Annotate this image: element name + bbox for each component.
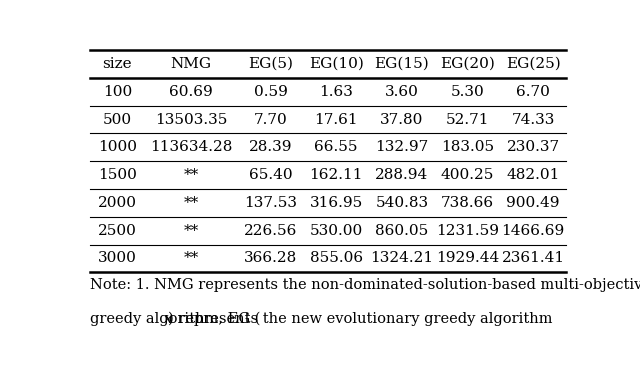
Text: **: ** — [184, 168, 199, 182]
Text: 738.66: 738.66 — [441, 196, 494, 210]
Text: 13503.35: 13503.35 — [155, 112, 227, 127]
Text: 0.59: 0.59 — [253, 85, 287, 99]
Text: 37.80: 37.80 — [380, 112, 424, 127]
Text: 1231.59: 1231.59 — [436, 223, 499, 238]
Text: 400.25: 400.25 — [441, 168, 494, 182]
Text: 900.49: 900.49 — [506, 196, 560, 210]
Text: 162.11: 162.11 — [310, 168, 363, 182]
Text: EG(20): EG(20) — [440, 57, 495, 71]
Text: x: x — [164, 312, 172, 326]
Text: 17.61: 17.61 — [314, 112, 358, 127]
Text: EG(25): EG(25) — [506, 57, 561, 71]
Text: 366.28: 366.28 — [244, 252, 297, 265]
Text: **: ** — [184, 196, 199, 210]
Text: **: ** — [184, 223, 199, 238]
Text: greedy algorithm, EG (: greedy algorithm, EG ( — [90, 312, 260, 326]
Text: 2361.41: 2361.41 — [502, 252, 565, 265]
Text: 1.63: 1.63 — [319, 85, 353, 99]
Text: ) represents the new evolutionary greedy algorithm: ) represents the new evolutionary greedy… — [168, 312, 552, 326]
Text: 500: 500 — [103, 112, 132, 127]
Text: 1500: 1500 — [98, 168, 137, 182]
Text: 5.30: 5.30 — [451, 85, 484, 99]
Text: 65.40: 65.40 — [249, 168, 292, 182]
Text: 137.53: 137.53 — [244, 196, 297, 210]
Text: 230.37: 230.37 — [507, 140, 560, 154]
Text: **: ** — [184, 252, 199, 265]
Text: 530.00: 530.00 — [310, 223, 363, 238]
Text: EG(5): EG(5) — [248, 57, 293, 71]
Text: 540.83: 540.83 — [375, 196, 428, 210]
Text: 3000: 3000 — [98, 252, 137, 265]
Text: 1324.21: 1324.21 — [371, 252, 433, 265]
Text: 74.33: 74.33 — [511, 112, 555, 127]
Text: 2500: 2500 — [98, 223, 137, 238]
Text: 183.05: 183.05 — [441, 140, 494, 154]
Text: 1466.69: 1466.69 — [502, 223, 565, 238]
Text: EG(15): EG(15) — [374, 57, 429, 71]
Text: 6.70: 6.70 — [516, 85, 550, 99]
Text: 60.69: 60.69 — [170, 85, 213, 99]
Text: 316.95: 316.95 — [310, 196, 363, 210]
Text: 860.05: 860.05 — [375, 223, 429, 238]
Text: size: size — [102, 57, 132, 71]
Text: EG(10): EG(10) — [308, 57, 364, 71]
Text: 100: 100 — [102, 85, 132, 99]
Text: 2000: 2000 — [98, 196, 137, 210]
Text: 482.01: 482.01 — [506, 168, 560, 182]
Text: 855.06: 855.06 — [310, 252, 363, 265]
Text: 7.70: 7.70 — [253, 112, 287, 127]
Text: 132.97: 132.97 — [375, 140, 429, 154]
Text: 1929.44: 1929.44 — [436, 252, 499, 265]
Text: 226.56: 226.56 — [244, 223, 297, 238]
Text: Note: 1. NMG represents the non-dominated-solution-based multi-objective: Note: 1. NMG represents the non-dominate… — [90, 278, 640, 292]
Text: 113634.28: 113634.28 — [150, 140, 232, 154]
Text: 288.94: 288.94 — [375, 168, 429, 182]
Text: 28.39: 28.39 — [249, 140, 292, 154]
Text: 3.60: 3.60 — [385, 85, 419, 99]
Text: 52.71: 52.71 — [446, 112, 490, 127]
Text: 66.55: 66.55 — [314, 140, 358, 154]
Text: NMG: NMG — [171, 57, 212, 71]
Text: 1000: 1000 — [98, 140, 137, 154]
